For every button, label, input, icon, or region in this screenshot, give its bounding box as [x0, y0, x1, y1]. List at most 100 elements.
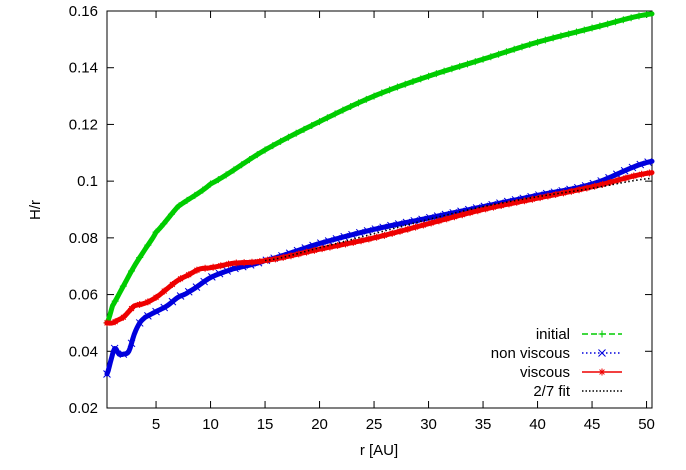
series-marker	[432, 70, 440, 78]
series-marker	[332, 234, 341, 243]
series-marker	[409, 78, 417, 86]
series-marker	[565, 30, 573, 38]
series-marker	[379, 223, 387, 232]
series-marker	[183, 196, 191, 204]
series-marker	[606, 178, 614, 186]
series-marker	[339, 106, 347, 114]
series-marker	[357, 237, 365, 245]
series-marker	[630, 172, 638, 180]
series-marker	[303, 248, 311, 256]
y-tick-label: 0.08	[69, 230, 98, 247]
series-marker	[598, 368, 606, 376]
y-tick-label: 0.04	[69, 343, 98, 360]
series-marker	[620, 166, 629, 175]
y-tick-label: 0.1	[77, 173, 98, 190]
series-marker	[363, 227, 372, 235]
series-viscous	[103, 169, 655, 327]
series-marker	[240, 259, 248, 267]
series-marker	[167, 210, 175, 218]
series-marker	[135, 319, 144, 327]
legend-marker	[598, 330, 606, 338]
series-marker	[110, 344, 119, 353]
series-marker	[362, 95, 370, 103]
series-marker	[557, 32, 565, 40]
series-marker	[340, 232, 349, 241]
series-marker	[347, 102, 355, 110]
series-line	[104, 170, 655, 326]
x-tick-label: 45	[584, 416, 601, 433]
series-marker	[261, 146, 269, 154]
series-marker	[412, 223, 420, 231]
series-marker	[417, 75, 425, 83]
series-marker	[160, 287, 168, 295]
series-marker	[103, 370, 111, 378]
series-marker	[495, 50, 503, 58]
series-marker	[207, 273, 216, 281]
y-tick-label: 0.12	[69, 116, 98, 133]
series-initial	[103, 11, 655, 327]
series-marker	[371, 225, 380, 233]
series-marker	[526, 40, 534, 48]
series-marker	[638, 170, 646, 178]
series-marker	[458, 211, 466, 219]
series-marker	[215, 269, 224, 278]
series-marker	[456, 62, 464, 70]
series-marker	[160, 303, 169, 312]
series-marker	[175, 202, 183, 210]
series-marker	[300, 125, 308, 133]
x-tick-label: 35	[475, 416, 492, 433]
tick-labels: 5 10 15 20 25 30 35 40 45 50 0.02 0.04 0.06 0.08 0.1 0.…	[69, 3, 655, 433]
series-marker	[448, 65, 456, 73]
series-marker	[264, 256, 272, 264]
series-marker	[575, 186, 583, 194]
series-marker	[318, 245, 326, 253]
series-marker	[463, 60, 471, 68]
series-marker	[176, 292, 185, 300]
series-marker	[378, 89, 386, 97]
series-marker	[144, 298, 152, 306]
series-marker	[425, 213, 434, 222]
series-marker	[201, 264, 209, 272]
series-marker	[443, 215, 451, 223]
series-marker	[534, 38, 542, 46]
series-marker	[207, 180, 215, 188]
series-marker	[192, 283, 201, 291]
series-marker	[185, 271, 193, 279]
series-marker	[326, 243, 334, 251]
series-marker	[119, 313, 127, 321]
series-marker	[528, 195, 536, 203]
series-marker	[401, 80, 409, 88]
series-marker	[269, 142, 277, 150]
series-marker	[513, 198, 521, 206]
series-marker	[256, 257, 264, 265]
series-marker	[119, 282, 127, 290]
y-tick-label: 0.06	[69, 287, 98, 304]
y-tick-label: 0.14	[69, 60, 98, 77]
legend-label: 2/7 fit	[533, 383, 571, 400]
series-marker	[127, 339, 136, 348]
series-marker	[191, 191, 199, 199]
series-marker	[487, 53, 495, 61]
series-marker	[635, 12, 643, 20]
series-marker	[324, 237, 333, 245]
series-marker	[279, 253, 287, 261]
series-marker	[238, 161, 246, 169]
plot-frame	[106, 10, 653, 409]
series-marker	[489, 203, 497, 211]
legend-marker	[598, 368, 606, 376]
series-marker	[217, 262, 225, 270]
series-marker	[497, 202, 505, 210]
series-marker	[342, 240, 350, 248]
series-marker	[231, 264, 239, 273]
legend-label: initial	[536, 326, 570, 343]
series-marker	[425, 72, 433, 80]
legend-label: non viscous	[491, 345, 570, 362]
series-marker	[199, 186, 207, 194]
series-marker	[549, 34, 557, 42]
series-marker	[645, 169, 653, 177]
series-marker	[152, 228, 160, 236]
x-tick-label: 50	[638, 416, 655, 433]
series-marker	[474, 207, 482, 215]
series-marker	[604, 20, 612, 28]
